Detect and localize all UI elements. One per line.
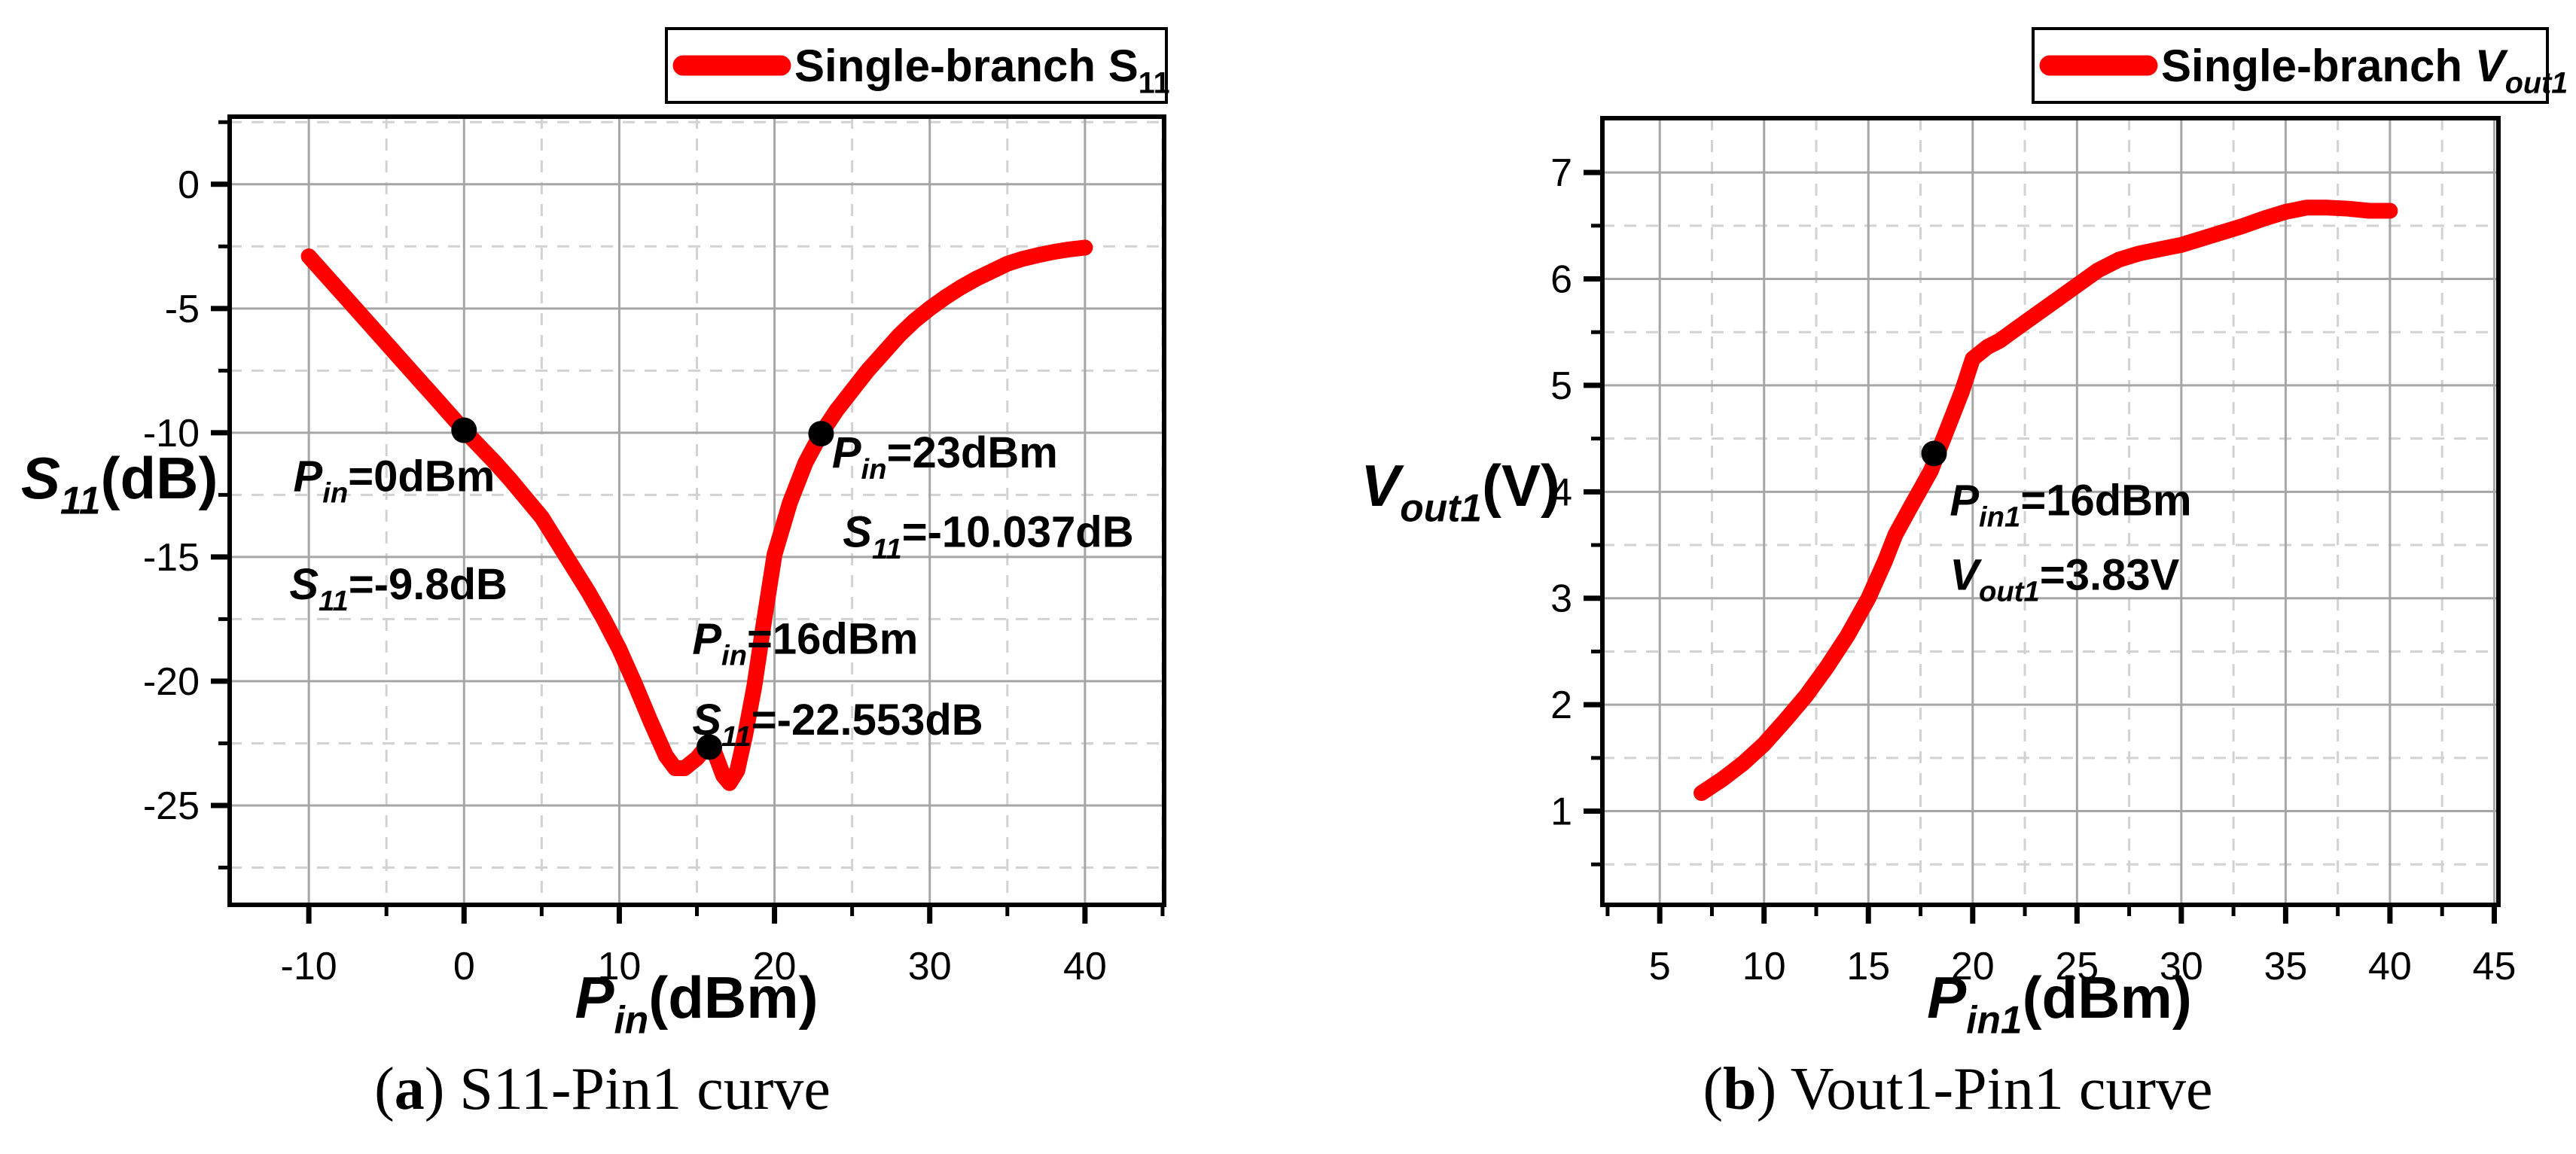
x-tick-label: 30 bbox=[2160, 945, 2203, 988]
y-tick-label: 3 bbox=[1550, 577, 1572, 621]
y-tick-label: -15 bbox=[143, 536, 200, 580]
annotation-text: S11=-10.037dB bbox=[843, 508, 1133, 565]
y-tick-label: -5 bbox=[165, 288, 200, 331]
annotation-text: Pin=23dBm bbox=[832, 428, 1058, 486]
annotation-text: Pin=0dBm bbox=[294, 452, 495, 509]
marker-dot bbox=[1921, 440, 1947, 467]
y-tick-label: 0 bbox=[178, 163, 200, 207]
x-tick-label: 10 bbox=[1742, 945, 1786, 988]
y-tick-label: 2 bbox=[1550, 684, 1572, 727]
legend-label: Single-branch Vout1 bbox=[2161, 41, 2568, 100]
x-tick-label: 25 bbox=[2055, 945, 2099, 988]
figure-caption: (a) S11-Pin1 curve bbox=[374, 1056, 831, 1122]
annotation-text: S11=-22.553dB bbox=[692, 696, 983, 753]
x-tick-label: 30 bbox=[908, 945, 952, 988]
annotation-text: Pin=16dBm bbox=[692, 615, 918, 672]
y-tick-label: -10 bbox=[143, 412, 200, 455]
y-tick-label: 5 bbox=[1550, 364, 1572, 408]
x-tick-label: 0 bbox=[453, 945, 475, 988]
y-tick-label: 1 bbox=[1550, 790, 1572, 834]
y-axis-label: Vout1(V) bbox=[1361, 452, 1560, 529]
y-tick-label: 7 bbox=[1550, 151, 1572, 195]
chart-vout1-vs-pin1: 5 10 15 20 25 30 35 40 45 7 6 5 4 3 2 1 Pin1=16dBm Vout1=… bbox=[1361, 27, 2568, 1122]
y-tick-label: 6 bbox=[1550, 258, 1572, 302]
y-tick-label: -20 bbox=[143, 660, 200, 704]
marker-dot bbox=[451, 417, 477, 443]
marker-dot bbox=[808, 421, 834, 447]
marker-dot bbox=[696, 734, 722, 760]
x-tick-label: 20 bbox=[753, 945, 797, 988]
x-tick-label: 40 bbox=[1063, 945, 1107, 988]
figure-caption: (b) Vout1-Pin1 curve bbox=[1703, 1056, 2212, 1122]
y-tick-label: -25 bbox=[143, 784, 200, 828]
annotation-text: Vout1=3.83V bbox=[1950, 550, 2179, 607]
x-tick-label: 5 bbox=[1649, 945, 1671, 988]
y-axis-label: S11(dB) bbox=[21, 445, 218, 522]
chart-s11-vs-pin: -10 0 10 20 30 40 0 -5 -10 -15 -20 -25 Pin=0dBm S11=-… bbox=[21, 27, 1170, 1122]
x-tick-label: 15 bbox=[1846, 945, 1890, 988]
data-curve bbox=[1693, 199, 2398, 801]
legend-label: Single-branch S11 bbox=[794, 41, 1170, 100]
x-tick-label: 20 bbox=[1951, 945, 1995, 988]
y-tick-label: 4 bbox=[1550, 470, 1572, 514]
annotation-text: S11=-9.8dB bbox=[289, 560, 508, 617]
x-tick-label: 40 bbox=[2368, 945, 2412, 988]
x-tick-label: 45 bbox=[2473, 945, 2517, 988]
x-tick-label: -10 bbox=[281, 945, 337, 988]
plot-frame bbox=[1600, 116, 2501, 907]
x-tick-label: 10 bbox=[598, 945, 642, 988]
annotation-text: Pin1=16dBm bbox=[1950, 476, 2191, 533]
x-tick-label: 35 bbox=[2264, 945, 2307, 988]
x-axis-label: Pin1(dBm) bbox=[1927, 964, 2192, 1041]
x-axis-label: Pin(dBm) bbox=[575, 964, 818, 1041]
